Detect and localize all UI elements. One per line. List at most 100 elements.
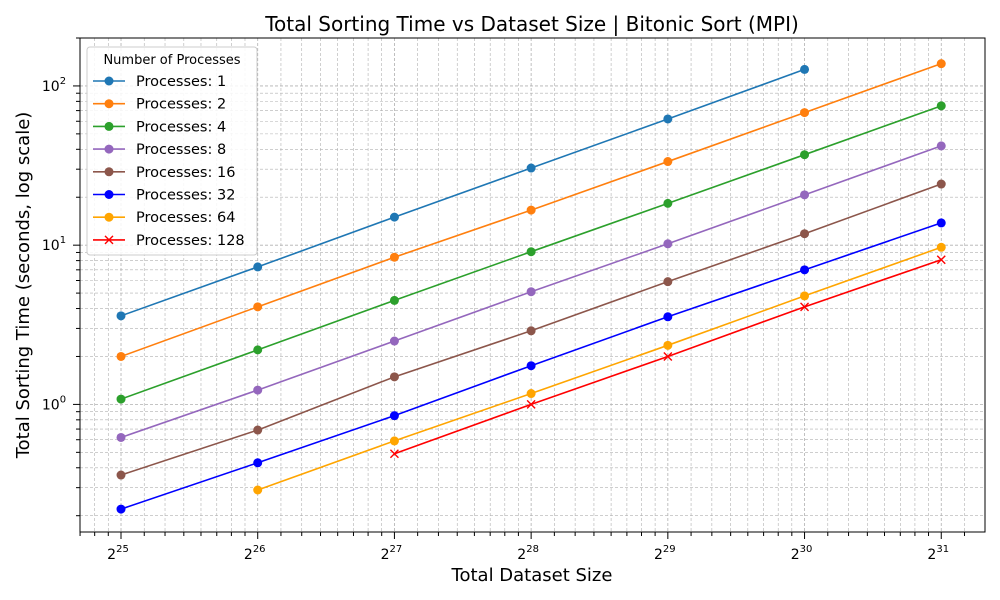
data-point (800, 190, 810, 200)
x-tick-label: 231 (927, 544, 949, 563)
x-tick-label: 229 (654, 544, 676, 563)
legend-marker (104, 190, 114, 199)
data-point (116, 504, 126, 514)
data-point (526, 326, 536, 336)
data-point (663, 198, 673, 208)
data-point (389, 252, 399, 262)
data-point (253, 458, 263, 468)
legend-label: Processes: 16 (136, 165, 235, 181)
data-point (663, 340, 673, 350)
data-point (116, 311, 126, 321)
legend: Number of Processes Processes: 1Processe… (86, 46, 258, 256)
data-point (253, 485, 263, 495)
data-point (526, 205, 536, 215)
data-point (526, 389, 536, 399)
legend-entry: Processes: 8 (93, 142, 226, 158)
series-processes-2 (116, 59, 946, 361)
data-point (936, 179, 946, 189)
data-point (389, 436, 399, 446)
data-point (936, 242, 946, 252)
data-point (800, 108, 810, 118)
legend-entry: Processes: 2 (93, 97, 226, 113)
legend-marker (104, 235, 114, 245)
chart-title: Total Sorting Time vs Dataset Size | Bit… (264, 12, 799, 36)
data-point (253, 385, 263, 395)
data-point (663, 157, 673, 167)
legend-entry: Processes: 4 (93, 119, 226, 135)
series-line (120, 68, 805, 317)
legend-items: Processes: 1 Processes: 2 Processes: 4 Proc… (93, 74, 245, 249)
data-point (116, 432, 126, 442)
data-point (116, 470, 126, 480)
legend-marker (104, 144, 114, 154)
data-point (800, 302, 810, 312)
data-point (800, 291, 810, 301)
data-point (663, 351, 673, 361)
legend-label: Processes: 2 (136, 97, 226, 113)
data-point (389, 336, 399, 346)
data-point (389, 411, 399, 421)
data-point (936, 218, 946, 228)
legend-marker (104, 212, 114, 222)
data-point (800, 229, 810, 239)
legend-label: Processes: 128 (136, 233, 245, 249)
data-point (800, 150, 810, 160)
data-point (936, 59, 946, 69)
data-point (526, 399, 536, 409)
legend-marker (104, 167, 114, 177)
data-point (526, 287, 536, 297)
data-point (936, 141, 946, 151)
data-point (800, 64, 810, 74)
data-point (936, 101, 946, 111)
series-layer (116, 59, 946, 514)
legend-label: Processes: 64 (136, 210, 235, 226)
data-point (253, 262, 263, 272)
legend-entry: Processes: 16 (93, 165, 235, 181)
series-processes-16 (116, 179, 946, 480)
legend-entry: Processes: 128 (93, 233, 245, 249)
x-tick-label: 226 (244, 544, 266, 563)
x-tick-label: 227 (381, 544, 403, 563)
data-point (526, 163, 536, 173)
data-point (116, 351, 126, 361)
data-point (389, 449, 399, 459)
data-point (663, 114, 673, 124)
series-processes-8 (116, 141, 946, 442)
y-tick-label: 100 (42, 394, 66, 413)
data-point (253, 302, 263, 312)
plot-frame (79, 37, 986, 533)
legend-label: Processes: 32 (136, 188, 235, 204)
data-point (253, 425, 263, 435)
y-tick-label: 102 (42, 76, 66, 95)
legend-marker (104, 121, 114, 131)
legend-label: Processes: 8 (136, 142, 226, 158)
legend-marker (104, 76, 114, 86)
legend-entry: Processes: 1 (93, 74, 226, 90)
data-point (936, 255, 946, 265)
x-tick-label: 230 (791, 544, 813, 563)
data-point (663, 312, 673, 322)
data-point (389, 212, 399, 222)
legend-label: Processes: 1 (136, 74, 226, 90)
legend-title: Number of Processes (103, 53, 240, 68)
data-point (389, 295, 399, 305)
legend-label: Processes: 4 (136, 119, 226, 135)
data-point (116, 394, 126, 404)
series-processes-128 (389, 255, 946, 459)
legend-entry: Processes: 64 (93, 210, 235, 226)
data-point (800, 265, 810, 275)
legend-box (86, 46, 258, 256)
series-processes-4 (116, 101, 946, 404)
x-tick-label: 228 (517, 544, 539, 563)
data-point (663, 239, 673, 249)
data-point (526, 361, 536, 371)
series-processes-32 (116, 218, 946, 514)
series-processes-1 (116, 64, 810, 321)
x-axis-label: Total Dataset Size (451, 565, 613, 586)
data-point (253, 345, 263, 355)
data-point (663, 277, 673, 287)
series-line (257, 246, 942, 491)
y-tick-label: 101 (42, 235, 66, 254)
legend-marker (104, 99, 114, 109)
